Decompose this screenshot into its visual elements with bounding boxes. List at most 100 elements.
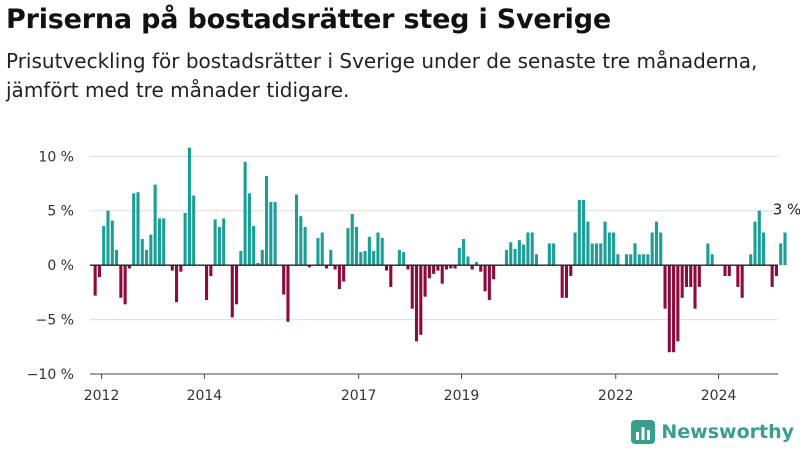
bar <box>230 265 234 318</box>
bar <box>136 192 140 266</box>
bar-chart-logo-icon <box>631 420 656 444</box>
bar <box>175 265 179 303</box>
bar <box>294 194 299 266</box>
bar <box>492 265 496 280</box>
bar <box>706 243 710 266</box>
bar <box>423 265 427 297</box>
bar <box>667 265 671 353</box>
bar <box>397 249 401 266</box>
bar <box>140 239 144 266</box>
x-tick-label: 2022 <box>598 388 634 404</box>
bar <box>693 265 697 309</box>
bar <box>552 243 556 266</box>
bar <box>299 216 303 266</box>
bar <box>577 199 581 266</box>
bar <box>97 265 101 278</box>
bar <box>642 254 646 266</box>
bar <box>205 265 209 300</box>
bar <box>672 265 676 353</box>
bar <box>153 184 157 266</box>
bar <box>256 262 260 266</box>
x-tick-label: 2019 <box>444 388 480 404</box>
bar <box>145 249 149 266</box>
y-tick-label: 5 % <box>47 204 74 220</box>
bar <box>629 254 633 266</box>
bar <box>603 221 607 266</box>
bar <box>320 232 324 266</box>
bar <box>637 254 641 266</box>
bar <box>462 239 466 266</box>
x-tick-label: 2017 <box>341 388 377 404</box>
bar <box>590 243 594 266</box>
bar <box>222 218 226 266</box>
bar <box>402 252 406 266</box>
bar <box>102 225 106 266</box>
bar <box>282 265 286 295</box>
x-tick-label: 2012 <box>84 388 120 404</box>
bar <box>316 237 320 266</box>
bar <box>646 254 650 266</box>
page-subtitle: Prisutveckling för bostadsrätter i Sveri… <box>6 49 758 102</box>
bar <box>504 249 509 266</box>
bar <box>624 254 629 266</box>
page-title: Priserna på bostadsrätter steg i Sverige <box>6 4 611 35</box>
bar <box>217 227 221 266</box>
bar <box>474 261 479 266</box>
bar <box>380 237 384 266</box>
bar <box>303 227 307 266</box>
bar <box>710 254 714 266</box>
bar <box>414 265 419 342</box>
bar <box>530 232 534 266</box>
bar <box>384 265 389 271</box>
bar <box>106 210 110 266</box>
bar <box>612 232 616 266</box>
bar <box>329 249 333 266</box>
bar <box>774 265 778 277</box>
bar <box>187 147 191 266</box>
bar <box>110 220 114 266</box>
bar <box>569 265 573 277</box>
bar <box>119 265 123 298</box>
bar <box>427 265 431 279</box>
bar <box>483 265 487 292</box>
bar <box>650 232 654 266</box>
y-tick-label: 10 % <box>38 149 74 165</box>
bar <box>376 232 380 266</box>
bar <box>324 265 329 269</box>
y-tick-label: −5 % <box>36 313 74 329</box>
bar <box>444 265 449 270</box>
bar <box>367 236 371 266</box>
bar <box>93 265 97 296</box>
bar <box>239 251 243 266</box>
bar <box>162 218 166 266</box>
bar <box>269 202 273 266</box>
bar <box>534 254 539 266</box>
bar <box>449 265 453 269</box>
bar <box>243 161 247 266</box>
bar <box>654 221 658 266</box>
bar <box>359 252 363 266</box>
bar <box>586 221 590 266</box>
bar <box>179 265 183 272</box>
bar <box>779 243 783 266</box>
bar <box>526 232 530 266</box>
bar <box>342 265 346 282</box>
bar <box>466 256 470 266</box>
bar <box>740 265 744 298</box>
bar <box>170 265 174 271</box>
bar <box>235 265 239 305</box>
bar <box>762 232 766 266</box>
brand-name: Newsworthy <box>661 421 794 443</box>
bar <box>680 265 684 298</box>
bar <box>127 265 131 269</box>
bar <box>286 265 290 322</box>
x-tick-label: 2024 <box>701 388 737 404</box>
bar <box>354 227 359 266</box>
bar <box>560 265 564 298</box>
bar <box>260 249 264 266</box>
bar <box>350 214 354 266</box>
bar <box>517 240 521 266</box>
bar <box>573 232 577 266</box>
bar <box>389 265 393 287</box>
